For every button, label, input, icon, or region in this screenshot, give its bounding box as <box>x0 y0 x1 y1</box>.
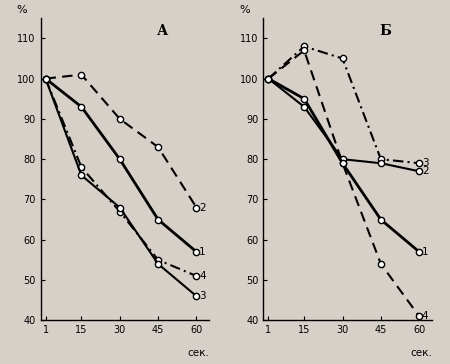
Text: %: % <box>239 5 250 15</box>
Text: 2: 2 <box>199 202 206 213</box>
Text: Б: Б <box>379 24 391 38</box>
Text: 4: 4 <box>422 311 428 321</box>
Text: 3: 3 <box>422 158 428 168</box>
Text: 1: 1 <box>422 247 428 257</box>
Text: 4: 4 <box>199 271 206 281</box>
Text: сек.: сек. <box>410 348 432 357</box>
Text: сек.: сек. <box>187 348 209 357</box>
Text: 3: 3 <box>199 291 206 301</box>
Text: А: А <box>157 24 167 38</box>
Text: 1: 1 <box>199 247 206 257</box>
Text: 2: 2 <box>422 166 428 176</box>
Text: %: % <box>17 5 27 15</box>
